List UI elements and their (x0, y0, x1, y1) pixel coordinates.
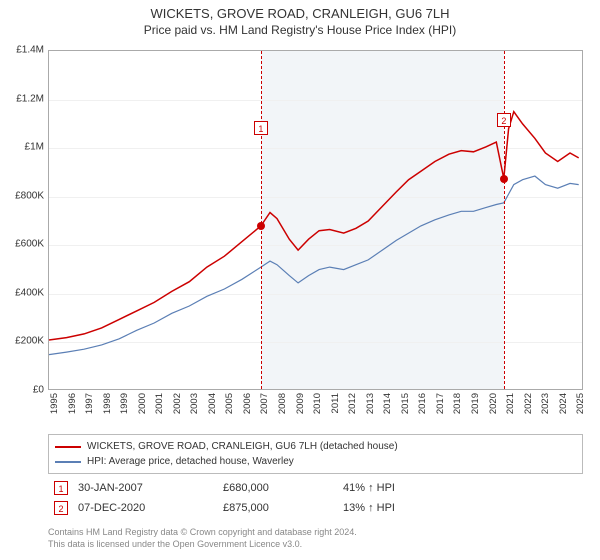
x-tick-label: 2010 (312, 393, 323, 414)
legend-swatch (55, 446, 81, 448)
x-tick-label: 2001 (154, 393, 165, 414)
chart-title: WICKETS, GROVE ROAD, CRANLEIGH, GU6 7LH (0, 6, 600, 21)
legend: WICKETS, GROVE ROAD, CRANLEIGH, GU6 7LH … (48, 434, 583, 474)
x-tick-label: 2024 (558, 393, 569, 414)
transaction-row: 1 30-JAN-2007 £680,000 41% ↑ HPI (48, 478, 583, 498)
transaction-price: £875,000 (223, 502, 333, 514)
x-tick-label: 2000 (137, 393, 148, 414)
legend-label: WICKETS, GROVE ROAD, CRANLEIGH, GU6 7LH … (87, 439, 398, 454)
x-tick-label: 2006 (242, 393, 253, 414)
transaction-diff: 13% ↑ HPI (343, 502, 453, 514)
flag-badge: 1 (254, 121, 268, 135)
transaction-badge: 1 (54, 481, 68, 495)
title-block: WICKETS, GROVE ROAD, CRANLEIGH, GU6 7LH … (0, 0, 600, 37)
x-tick-label: 2025 (575, 393, 586, 414)
chart-container: WICKETS, GROVE ROAD, CRANLEIGH, GU6 7LH … (0, 0, 600, 560)
transaction-badge: 2 (54, 501, 68, 515)
y-tick-label: £400K (0, 287, 44, 298)
legend-label: HPI: Average price, detached house, Wave… (87, 454, 294, 469)
x-tick-label: 1996 (67, 393, 78, 414)
x-tick-label: 2012 (347, 393, 358, 414)
plot-area: 12 1995199619971998199920002001200220032… (48, 50, 583, 390)
transaction-date: 30-JAN-2007 (78, 482, 213, 494)
flag-marker-dot (257, 222, 265, 230)
x-tick-label: 2015 (400, 393, 411, 414)
x-tick-label: 2021 (505, 393, 516, 414)
y-tick-label: £1.4M (0, 45, 44, 56)
chart-subtitle: Price paid vs. HM Land Registry's House … (0, 23, 600, 37)
attribution-line1: Contains HM Land Registry data © Crown c… (48, 526, 583, 538)
series-price (49, 112, 579, 340)
x-tick-label: 1997 (84, 393, 95, 414)
x-tick-label: 2008 (277, 393, 288, 414)
x-tick-label: 2023 (540, 393, 551, 414)
x-tick-label: 2004 (207, 393, 218, 414)
y-tick-label: £800K (0, 190, 44, 201)
y-tick-label: £1.2M (0, 93, 44, 104)
y-tick-label: £0 (0, 385, 44, 396)
legend-swatch (55, 461, 81, 463)
attribution-line2: This data is licensed under the Open Gov… (48, 538, 583, 550)
x-tick-label: 2003 (189, 393, 200, 414)
transaction-price: £680,000 (223, 482, 333, 494)
legend-row: WICKETS, GROVE ROAD, CRANLEIGH, GU6 7LH … (55, 439, 576, 454)
y-tick-label: £600K (0, 239, 44, 250)
legend-row: HPI: Average price, detached house, Wave… (55, 454, 576, 469)
transaction-diff: 41% ↑ HPI (343, 482, 453, 494)
x-tick-label: 2018 (452, 393, 463, 414)
x-tick-label: 2020 (488, 393, 499, 414)
series-hpi (49, 176, 579, 355)
transaction-row: 2 07-DEC-2020 £875,000 13% ↑ HPI (48, 498, 583, 518)
line-series-svg (49, 51, 582, 389)
x-tick-label: 2019 (470, 393, 481, 414)
x-tick-label: 2002 (172, 393, 183, 414)
x-tick-label: 2005 (224, 393, 235, 414)
flag-line (261, 51, 262, 389)
transactions-table: 1 30-JAN-2007 £680,000 41% ↑ HPI 2 07-DEC-202… (48, 478, 583, 518)
flag-line (504, 51, 505, 389)
flag-badge: 2 (497, 113, 511, 127)
x-tick-label: 1998 (102, 393, 113, 414)
transaction-date: 07-DEC-2020 (78, 502, 213, 514)
x-tick-label: 2016 (417, 393, 428, 414)
y-tick-label: £1M (0, 142, 44, 153)
x-tick-label: 1995 (49, 393, 60, 414)
x-tick-label: 1999 (119, 393, 130, 414)
x-tick-label: 2014 (382, 393, 393, 414)
x-tick-label: 2013 (365, 393, 376, 414)
x-tick-label: 2007 (259, 393, 270, 414)
attribution: Contains HM Land Registry data © Crown c… (48, 526, 583, 550)
y-tick-label: £200K (0, 336, 44, 347)
x-tick-label: 2022 (523, 393, 534, 414)
x-tick-label: 2011 (330, 393, 341, 413)
x-tick-label: 2009 (295, 393, 306, 414)
flag-marker-dot (500, 175, 508, 183)
x-tick-label: 2017 (435, 393, 446, 414)
